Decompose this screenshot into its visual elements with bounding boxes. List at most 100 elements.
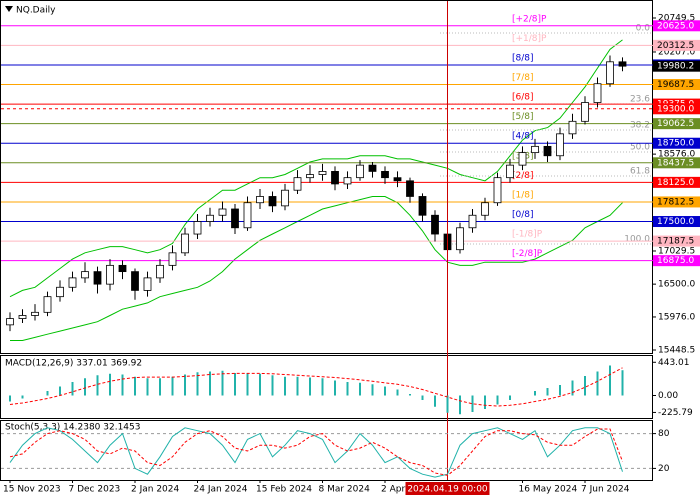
y-tick-label: 15448.5 [658, 346, 695, 356]
level-value: 18437.5 [657, 158, 694, 168]
fib-label: 61.8 [630, 166, 650, 176]
level-value: 17812.5 [657, 197, 694, 207]
level-box [653, 176, 700, 188]
candle-body [356, 164, 364, 179]
current-price-box [653, 60, 700, 72]
level-value: 16875.0 [657, 256, 694, 266]
candle-body [593, 83, 602, 103]
stoch-line [9, 427, 623, 478]
candle-body [343, 177, 352, 185]
candle-body [256, 196, 264, 204]
candle-body [331, 171, 339, 185]
level-label: [4/8] [512, 132, 534, 142]
candle-body [281, 189, 289, 207]
level-value: 17187.5 [657, 237, 694, 247]
candle-body [618, 61, 627, 67]
level-box [653, 235, 700, 247]
candle-body [31, 311, 39, 316]
y-tick-label: 16500.0 [658, 280, 695, 290]
candle-body [243, 202, 252, 229]
level-value: 18750.0 [657, 139, 694, 149]
level-box [653, 216, 700, 228]
x-tick-label: 2 Jan 2024 [131, 485, 179, 495]
crosshair-label-box [405, 482, 490, 495]
candle-body [293, 177, 302, 191]
level-box [653, 157, 700, 169]
candle-body [156, 264, 164, 279]
candle-body [306, 174, 314, 179]
y-tick-label: 17029.5 [658, 246, 695, 256]
candle-body [493, 177, 502, 204]
main-panel [0, 0, 653, 354]
candle-body [568, 120, 577, 135]
level-label: [0/8] [512, 210, 534, 220]
candle-body [143, 277, 152, 291]
candle-body [318, 171, 327, 175]
candle-body [18, 315, 27, 319]
candle-body [81, 271, 89, 279]
candle-body [231, 208, 239, 229]
candle-body [193, 221, 202, 235]
macd-title: MACD(12,26,9) 337.01 369.92 [5, 359, 142, 369]
candle-body [406, 180, 414, 197]
x-tick-label: 15 Nov 2023 [3, 485, 61, 495]
x-tick-label: 8 Mar 2024 [319, 485, 371, 495]
band-line [9, 39, 623, 298]
stoch-panel [0, 420, 653, 481]
candle-body [518, 152, 527, 166]
stoch-line [9, 428, 623, 476]
level-label: [+1/8]P [512, 34, 547, 44]
level-box [653, 137, 700, 149]
x-tick-label: 24 Jan 2024 [194, 485, 248, 495]
candle-body [456, 227, 464, 251]
candle-body [506, 164, 514, 179]
level-label: [-2/8]P [512, 249, 543, 259]
level-box [653, 79, 700, 91]
candle-body [481, 202, 489, 216]
candle-body [68, 277, 77, 288]
crosshair-label: 2024.04.19 00:00 [407, 485, 488, 495]
level-value: 20625.0 [657, 21, 694, 31]
macd-panel [0, 355, 653, 419]
x-tick-label: 7 Jun 2024 [581, 485, 630, 495]
x-tick-label: 16 May 2024 [519, 485, 578, 495]
candle-body [468, 214, 477, 229]
candle-body [531, 145, 539, 154]
level-label: [2/8] [512, 171, 534, 181]
candle-body [106, 264, 114, 285]
stoch-title: Stoch(5,3,3) 14.2380 32.1453 [5, 423, 140, 433]
candle-body [556, 133, 564, 157]
fib-label: 23.6 [630, 95, 650, 105]
y-tick-label: -225.79 [658, 408, 693, 418]
level-label: [+2/8]P [512, 14, 547, 24]
band-line [10, 196, 623, 341]
y-tick-label: 80 [658, 429, 670, 439]
fib-label: 100.0 [624, 235, 650, 245]
candle-body [606, 61, 614, 85]
x-tick-label: 15 Feb 2024 [256, 485, 312, 495]
candle-body [218, 208, 227, 216]
dashed-level-box [653, 103, 700, 115]
chart-title: NQ.Daily [16, 6, 56, 16]
candle-body [93, 271, 102, 285]
level-label: [8/8] [512, 53, 534, 63]
macd-signal [9, 367, 623, 407]
candle-body [368, 164, 377, 172]
fib-label: 38.2 [630, 121, 650, 131]
level-box [653, 196, 700, 208]
level-value: 19687.5 [657, 80, 694, 90]
level-value: 20312.5 [657, 41, 694, 51]
fib-label: 0.0 [636, 23, 651, 33]
candle-body [56, 286, 64, 298]
candle-body [43, 296, 52, 313]
y-tick-label: 443.01 [658, 358, 690, 368]
candle-body [393, 177, 402, 182]
y-tick-label: 20 [658, 464, 670, 474]
current-price: 19980.2 [657, 62, 694, 72]
level-box [653, 20, 700, 32]
fib-label: 50.0 [630, 142, 650, 152]
candle-body [118, 264, 127, 273]
candle-body [431, 214, 439, 235]
